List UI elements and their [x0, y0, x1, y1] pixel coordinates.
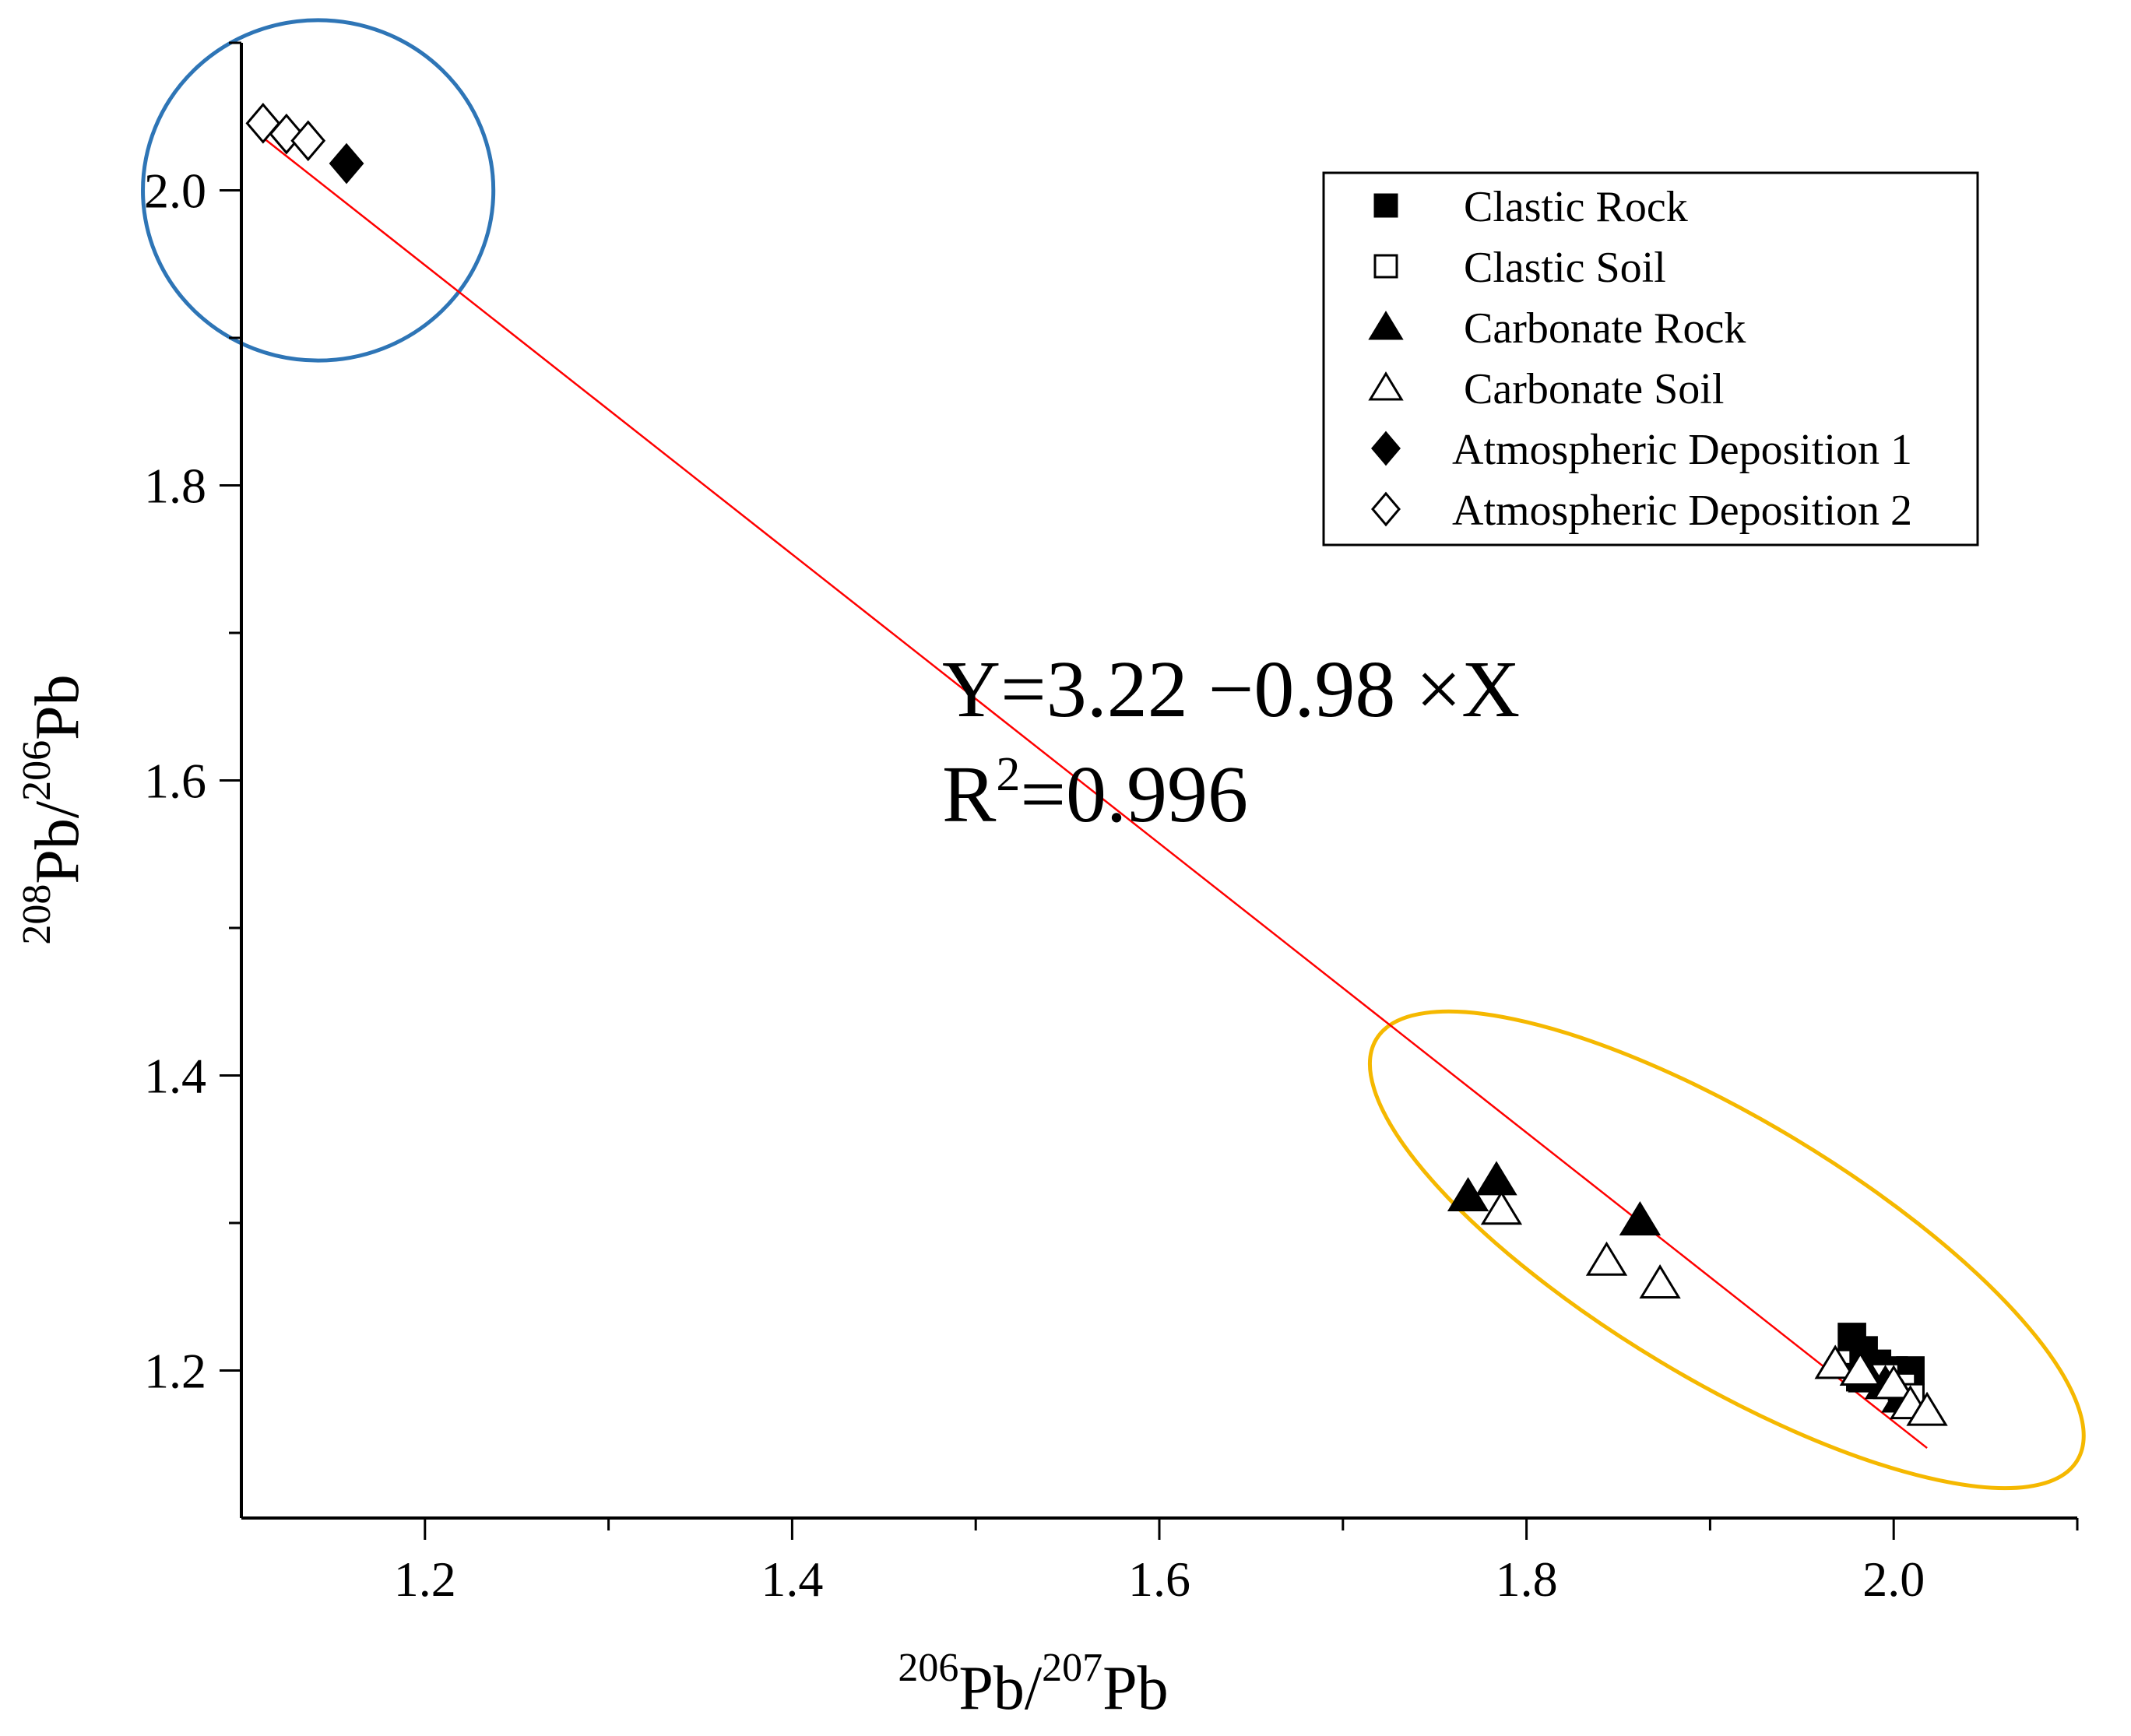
r-squared-label: R2=0.996	[942, 748, 1248, 839]
legend-marker-clastic-soil	[1373, 254, 1398, 279]
data-points	[245, 103, 1948, 1426]
legend-label-clastic-rock: Clastic Rock	[1464, 183, 1688, 231]
highlight-ellipses	[141, 18, 2086, 1491]
legend-label-atmospheric-deposition-1: Atmospheric Deposition 1	[1452, 426, 1912, 474]
atmospheric-deposition-1-point	[329, 142, 364, 184]
y-tick-label: 1.8	[144, 459, 206, 514]
y-axis-title: 208Pb/206Pb	[15, 674, 92, 944]
legend-label-clastic-soil: Clastic Soil	[1464, 244, 1666, 292]
axes: 1.21.41.61.82.02.21.21.41.61.82.02.2	[144, 41, 2079, 1607]
regression-equation: Y=3.22 −0.98 ×X	[942, 645, 1520, 734]
carbonate-rock-point	[1475, 1161, 1517, 1196]
y-tick-label: 2.0	[144, 163, 206, 219]
highlight-ellipse	[1367, 1009, 2086, 1491]
y-tick-label: 1.4	[144, 1049, 206, 1104]
atmospheric-deposition-2-point	[290, 120, 326, 162]
x-tick-label: 1.4	[761, 1552, 823, 1607]
legend-marker-carbonate-soil	[1368, 371, 1404, 401]
legend-marker-carbonate-rock	[1368, 311, 1404, 340]
carbonate-soil-point	[1814, 1344, 1856, 1379]
carbonate-soil-point	[1585, 1241, 1628, 1276]
legend-marker-clastic-rock	[1373, 193, 1398, 218]
legend-label-carbonate-rock: Carbonate Rock	[1464, 304, 1746, 353]
carbonate-soil-point	[1480, 1190, 1523, 1225]
y-tick-label: 1.6	[144, 754, 206, 809]
legend: Clastic Rock Clastic Soil Carbonate Rock Ca…	[1322, 171, 1979, 546]
x-tick-label: 1.2	[394, 1552, 456, 1607]
atmospheric-deposition-2-point	[269, 113, 304, 155]
legend-marker-atmospheric-deposition-1	[1371, 430, 1401, 466]
legend-label-carbonate-soil: Carbonate Soil	[1464, 365, 1724, 413]
carbonate-soil-point	[1839, 1351, 1881, 1386]
legend-box	[1322, 171, 1979, 546]
x-tick-label: 1.8	[1496, 1552, 1558, 1607]
x-tick-label: 2.0	[1862, 1552, 1925, 1607]
x-axis-title: 206Pb/207Pb	[898, 1646, 1168, 1723]
carbonate-rock-point	[1619, 1201, 1662, 1236]
highlight-ellipse	[141, 18, 496, 363]
legend-marker-atmospheric-deposition-2	[1371, 491, 1401, 527]
y-tick-label: 1.2	[144, 1344, 206, 1399]
carbonate-soil-point	[1639, 1264, 1681, 1299]
carbonate-soil-point	[1906, 1391, 1948, 1426]
x-tick-label: 1.6	[1128, 1552, 1190, 1607]
legend-label-atmospheric-deposition-2: Atmospheric Deposition 2	[1452, 487, 1912, 535]
carbonate-soil-point	[1873, 1365, 1915, 1400]
